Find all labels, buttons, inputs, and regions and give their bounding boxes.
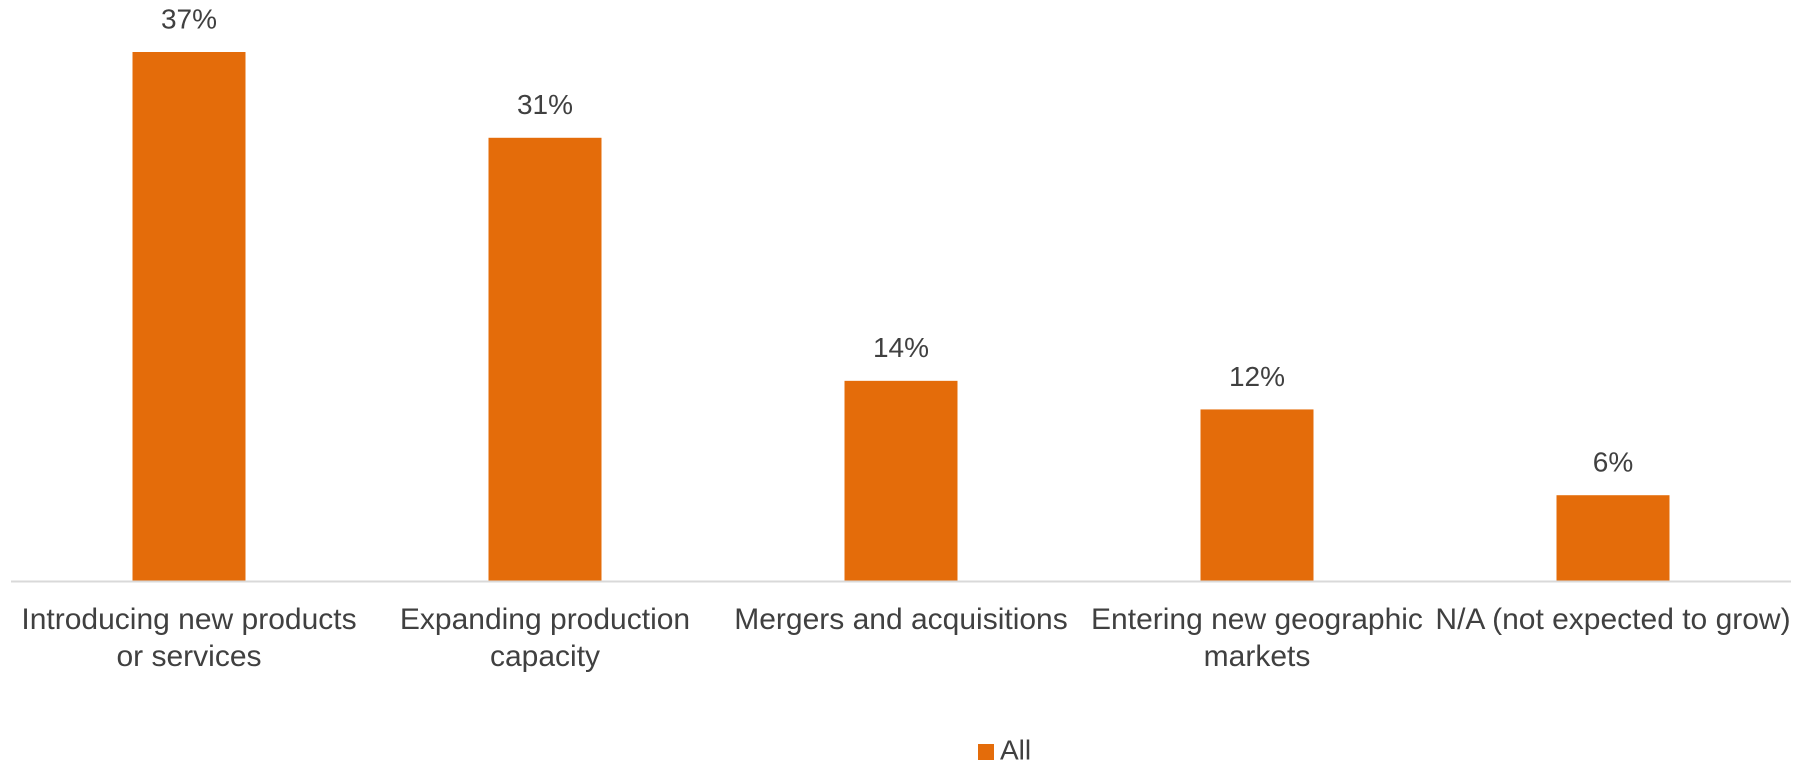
x-tick-label: Entering new geographic markets <box>1091 603 1423 673</box>
bar <box>488 137 602 581</box>
x-tick-label: Expanding production capacity <box>399 603 691 673</box>
data-label: 14% <box>873 332 929 363</box>
x-label-box: Expanding production capacity <box>399 603 691 673</box>
data-label: 31% <box>517 89 573 120</box>
data-label: 37% <box>161 3 217 34</box>
legend: All <box>978 734 1031 765</box>
data-label: 6% <box>1593 447 1633 478</box>
legend-label: All <box>1000 734 1031 765</box>
bar <box>844 380 958 581</box>
bar <box>1556 495 1670 581</box>
legend-swatch <box>978 744 994 760</box>
x-tick-label: Mergers and acquisitions <box>734 603 1068 636</box>
bar <box>132 52 246 581</box>
x-tick-label: N/A (not expected to grow) <box>1435 603 1791 636</box>
data-label: 12% <box>1229 361 1285 392</box>
x-label-box: Entering new geographic markets <box>1091 603 1423 673</box>
x-label-box: Introducing new products or services <box>21 603 357 673</box>
x-label-box: Mergers and acquisitions <box>734 603 1068 636</box>
x-tick-label: Introducing new products or services <box>21 603 357 673</box>
bar <box>1200 409 1314 581</box>
x-label-box: N/A (not expected to grow) <box>1435 603 1791 636</box>
